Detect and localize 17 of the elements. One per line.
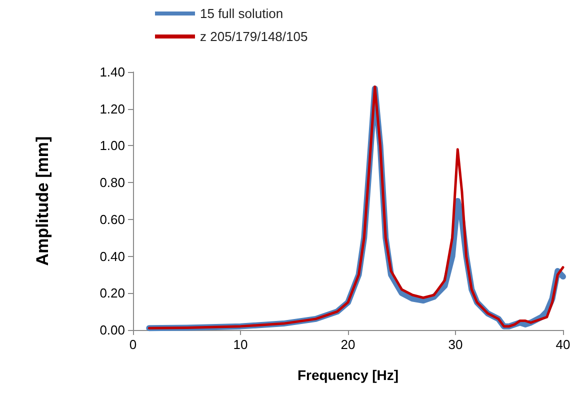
legend-label: z 205/179/148/105	[200, 29, 308, 44]
x-axis-title: Frequency [Hz]	[297, 367, 399, 383]
y-tick-label: 0.40	[100, 248, 125, 264]
y-tick-label: 0.60	[100, 212, 125, 227]
y-tick-label: 1.20	[100, 101, 125, 116]
y-tick-label: 1.00	[100, 138, 125, 154]
y-tick-label: 0.20	[100, 286, 125, 301]
y-tick-label: 1.40	[100, 64, 125, 80]
y-tick-label: 0.80	[100, 175, 125, 190]
legend-label: 15 full solution	[200, 6, 284, 21]
x-tick-label: 30	[448, 337, 463, 352]
y-tick-label: 0.00	[100, 322, 125, 338]
x-tick-label: 20	[340, 337, 356, 352]
x-tick-label: 0	[129, 337, 137, 352]
y-axis-title: Amplitude [mm]	[33, 136, 52, 266]
x-tick-label: 10	[233, 337, 248, 352]
x-tick-label: 40	[556, 337, 570, 352]
